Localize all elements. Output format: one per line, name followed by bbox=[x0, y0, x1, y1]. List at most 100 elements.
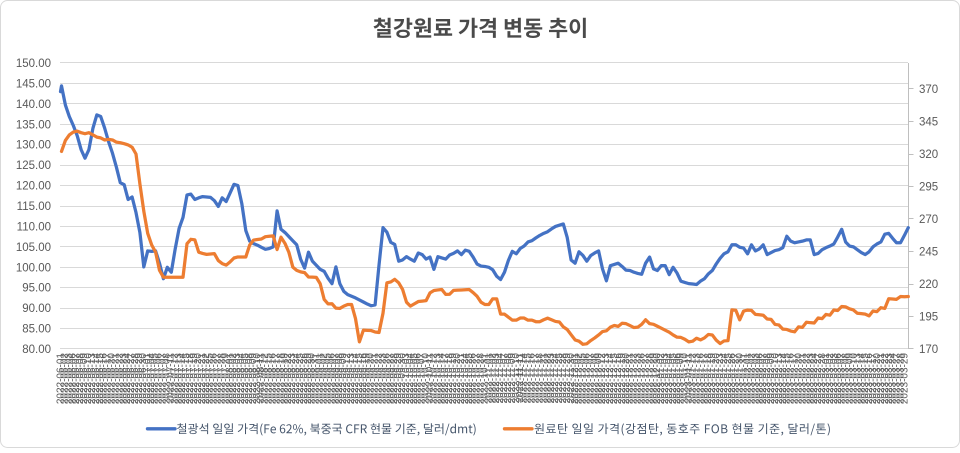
svg-text:100.00: 100.00 bbox=[16, 262, 51, 274]
svg-text:2022-09-20: 2022-09-20 bbox=[366, 353, 377, 405]
svg-text:90.00: 90.00 bbox=[22, 303, 51, 315]
svg-text:2022-11-16: 2022-11-16 bbox=[527, 353, 538, 404]
svg-text:2023-03-24: 2023-03-24 bbox=[888, 353, 899, 405]
svg-text:2022-10-06: 2022-10-06 bbox=[413, 353, 424, 405]
svg-text:2022-08-22: 2022-08-22 bbox=[283, 353, 294, 405]
svg-text:2023-01-11: 2023-01-11 bbox=[684, 353, 695, 404]
svg-text:2023-02-23: 2023-02-23 bbox=[805, 353, 816, 405]
svg-text:2022-06-16: 2022-06-16 bbox=[99, 353, 110, 405]
svg-text:2022-12-21: 2022-12-21 bbox=[625, 353, 636, 405]
svg-text:2022-12-13: 2022-12-13 bbox=[601, 353, 612, 405]
svg-text:2022-07-21: 2022-07-21 bbox=[197, 353, 208, 405]
svg-text:2022-06-23: 2022-06-23 bbox=[118, 353, 129, 405]
svg-text:2022-06-24: 2022-06-24 bbox=[122, 353, 133, 405]
svg-text:2022-10-18: 2022-10-18 bbox=[444, 353, 455, 405]
svg-text:2022-11-08: 2022-11-08 bbox=[503, 353, 514, 404]
svg-text:2023-01-09: 2023-01-09 bbox=[676, 353, 687, 405]
svg-text:2022-11-23: 2022-11-23 bbox=[546, 353, 557, 404]
svg-text:2022-06-30: 2022-06-30 bbox=[138, 353, 149, 405]
svg-text:145.00: 145.00 bbox=[16, 78, 51, 90]
svg-text:2023-01-25: 2023-01-25 bbox=[723, 353, 734, 405]
svg-text:2022-07-13: 2022-07-13 bbox=[173, 353, 184, 405]
svg-text:120.00: 120.00 bbox=[16, 181, 51, 193]
svg-text:2022-08-15: 2022-08-15 bbox=[264, 353, 275, 405]
svg-text:2023-02-21: 2023-02-21 bbox=[797, 353, 808, 405]
svg-text:2022-06-15: 2022-06-15 bbox=[95, 353, 106, 405]
svg-text:125.00: 125.00 bbox=[16, 160, 51, 172]
svg-text:2022-12-26: 2022-12-26 bbox=[636, 353, 647, 405]
svg-text:245: 245 bbox=[919, 247, 938, 259]
svg-text:2022-07-07: 2022-07-07 bbox=[158, 353, 169, 405]
svg-text:2022-07-26: 2022-07-26 bbox=[209, 353, 220, 405]
svg-text:295: 295 bbox=[919, 182, 938, 194]
svg-text:2022-09-23: 2022-09-23 bbox=[377, 353, 388, 405]
svg-text:2022-07-22: 2022-07-22 bbox=[201, 353, 212, 405]
svg-text:80.00: 80.00 bbox=[22, 344, 51, 356]
svg-text:2022-06-02: 2022-06-02 bbox=[59, 353, 70, 405]
svg-text:2023-01-18: 2023-01-18 bbox=[703, 353, 714, 405]
svg-text:2023-03-27: 2023-03-27 bbox=[892, 353, 903, 405]
svg-text:195: 195 bbox=[919, 312, 938, 324]
svg-text:2022-11-11: 2022-11-11 bbox=[515, 353, 526, 403]
svg-text:2023-03-16: 2023-03-16 bbox=[864, 353, 875, 405]
svg-text:2022-07-06: 2022-07-06 bbox=[154, 353, 165, 405]
svg-text:2022-06-07: 2022-06-07 bbox=[71, 353, 82, 405]
svg-text:2022-12-09: 2022-12-09 bbox=[593, 353, 604, 405]
svg-text:2023-03-01: 2023-03-01 bbox=[821, 353, 832, 405]
svg-text:2022-12-30: 2022-12-30 bbox=[652, 353, 663, 405]
svg-text:2022-10-28: 2022-10-28 bbox=[476, 353, 487, 405]
svg-text:2022-09-01: 2022-09-01 bbox=[315, 353, 326, 405]
svg-text:2022-10-21: 2022-10-21 bbox=[456, 353, 467, 405]
svg-text:2023-02-03: 2023-02-03 bbox=[750, 353, 761, 405]
svg-text:2022-08-23: 2022-08-23 bbox=[287, 353, 298, 405]
svg-text:130.00: 130.00 bbox=[16, 140, 51, 152]
svg-text:2022-06-14: 2022-06-14 bbox=[91, 353, 102, 405]
svg-text:2022-07-14: 2022-07-14 bbox=[177, 353, 188, 405]
svg-text:2023-01-04: 2023-01-04 bbox=[664, 353, 675, 405]
svg-text:2023-02-15: 2023-02-15 bbox=[782, 353, 793, 405]
svg-text:2023-03-15: 2023-03-15 bbox=[860, 353, 871, 405]
svg-text:2023-03-23: 2023-03-23 bbox=[884, 353, 895, 405]
svg-text:2022-12-20: 2022-12-20 bbox=[621, 353, 632, 405]
svg-text:2023-01-24: 2023-01-24 bbox=[719, 353, 730, 405]
svg-text:2022-09-09: 2022-09-09 bbox=[338, 353, 349, 405]
svg-text:2022-06-29: 2022-06-29 bbox=[134, 353, 145, 405]
svg-text:2022-08-11: 2022-08-11 bbox=[256, 353, 267, 404]
svg-text:2022-11-14: 2022-11-14 bbox=[519, 353, 530, 404]
svg-text:370: 370 bbox=[919, 84, 938, 96]
svg-text:2022-07-20: 2022-07-20 bbox=[193, 353, 204, 405]
svg-text:2023-01-31: 2023-01-31 bbox=[739, 353, 750, 405]
svg-text:2022-12-15: 2022-12-15 bbox=[609, 353, 620, 405]
svg-text:2022-10-25: 2022-10-25 bbox=[464, 353, 475, 405]
svg-text:2022-12-27: 2022-12-27 bbox=[640, 353, 651, 405]
svg-text:2023-02-07: 2023-02-07 bbox=[758, 353, 769, 405]
svg-text:2023-02-08: 2023-02-08 bbox=[762, 353, 773, 405]
svg-text:2022-10-24: 2022-10-24 bbox=[460, 353, 471, 405]
svg-text:2022-09-12: 2022-09-12 bbox=[342, 353, 353, 405]
svg-text:2023-03-10: 2023-03-10 bbox=[848, 353, 859, 405]
svg-text:2023-02-22: 2023-02-22 bbox=[801, 353, 812, 405]
svg-text:140.00: 140.00 bbox=[16, 99, 51, 111]
svg-text:2023-01-16: 2023-01-16 bbox=[695, 353, 706, 405]
svg-text:2022-12-23: 2022-12-23 bbox=[633, 353, 644, 405]
svg-text:2022-12-19: 2022-12-19 bbox=[617, 353, 628, 405]
svg-text:150.00: 150.00 bbox=[16, 58, 51, 70]
svg-text:2023-03-29: 2023-03-29 bbox=[900, 353, 911, 405]
svg-text:2022-11-22: 2022-11-22 bbox=[542, 353, 553, 404]
svg-text:320: 320 bbox=[919, 149, 938, 161]
svg-text:2022-10-11: 2022-10-11 bbox=[425, 353, 436, 404]
svg-text:2022-07-12: 2022-07-12 bbox=[169, 353, 180, 405]
svg-text:2023-02-28: 2023-02-28 bbox=[817, 353, 828, 405]
svg-text:135.00: 135.00 bbox=[16, 119, 51, 131]
svg-text:2022-06-08: 2022-06-08 bbox=[75, 353, 86, 405]
svg-text:2022-06-20: 2022-06-20 bbox=[107, 353, 118, 405]
svg-text:2022-09-26: 2022-09-26 bbox=[381, 353, 392, 405]
svg-text:2023-01-30: 2023-01-30 bbox=[735, 353, 746, 405]
svg-text:2022-10-03: 2022-10-03 bbox=[401, 353, 412, 405]
svg-text:2022-06-10: 2022-06-10 bbox=[83, 353, 94, 405]
svg-text:2022-12-12: 2022-12-12 bbox=[597, 353, 608, 405]
svg-text:2022-07-08: 2022-07-08 bbox=[161, 353, 172, 405]
svg-text:2023-02-24: 2023-02-24 bbox=[809, 353, 820, 405]
svg-text:2023-03-06: 2023-03-06 bbox=[833, 353, 844, 405]
svg-text:2022-06-22: 2022-06-22 bbox=[114, 353, 125, 405]
